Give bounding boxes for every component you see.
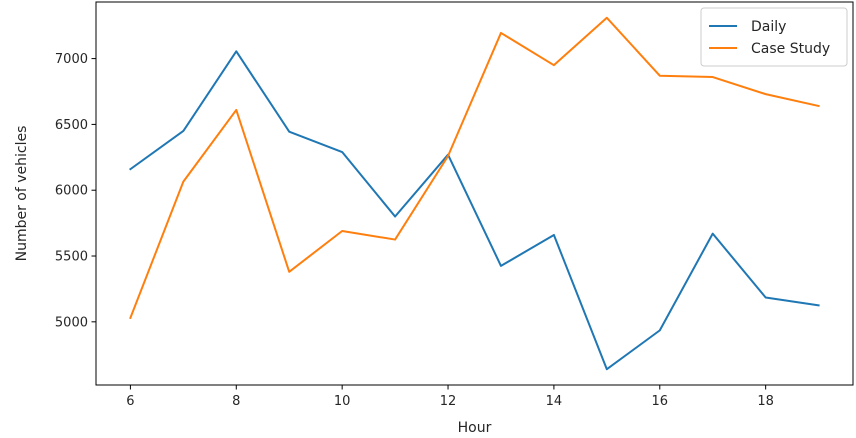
x-tick-label-0: 6 bbox=[126, 394, 134, 409]
series-line-0 bbox=[129, 50, 820, 371]
plot-frame bbox=[95, 1, 854, 386]
y-axis-label: Number of vehicles bbox=[14, 126, 30, 262]
y-tick-label-3: 6500 bbox=[55, 118, 88, 133]
series-layer bbox=[129, 16, 820, 371]
y-tick-label-1: 5500 bbox=[55, 250, 88, 265]
y-tick-label-2: 6000 bbox=[55, 184, 88, 199]
x-tick-label-2: 10 bbox=[334, 394, 351, 409]
series-line-1 bbox=[129, 16, 820, 320]
legend-label-0: Daily bbox=[751, 19, 786, 35]
x-tick-label-1: 8 bbox=[232, 394, 240, 409]
y-tick-label-0: 5000 bbox=[55, 315, 88, 330]
x-tick-label-3: 12 bbox=[440, 394, 457, 409]
y-tick-label-4: 7000 bbox=[55, 52, 88, 67]
legend-box bbox=[700, 7, 848, 67]
legend: Daily Case Study bbox=[700, 7, 848, 67]
x-tick-label-5: 16 bbox=[652, 394, 669, 409]
x-tick-label-6: 18 bbox=[757, 394, 774, 409]
x-axis: 6 8 10 12 14 16 18 bbox=[126, 385, 774, 409]
legend-label-1: Case Study bbox=[751, 41, 830, 57]
y-axis: 5000 5500 6000 6500 7000 bbox=[55, 52, 96, 330]
x-tick-label-4: 14 bbox=[546, 394, 563, 409]
x-axis-label: Hour bbox=[458, 420, 492, 436]
